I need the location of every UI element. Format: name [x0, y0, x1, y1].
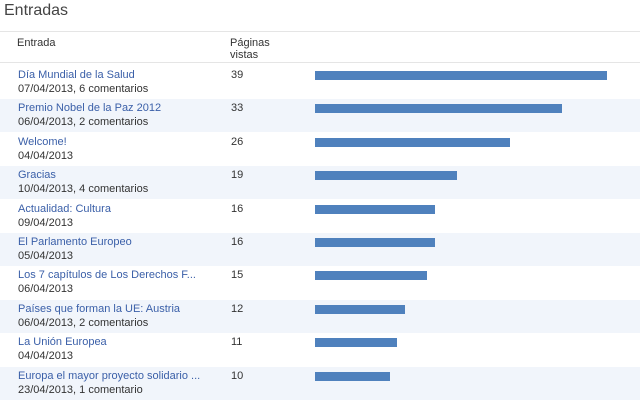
post-meta: 05/04/2013	[18, 250, 74, 262]
table-header: Entrada Páginas vistas	[0, 31, 640, 63]
table-row: Welcome! 04/04/2013 26	[0, 133, 640, 166]
view-count: 26	[231, 135, 244, 148]
post-meta: 07/04/2013, 6 comentarios	[18, 83, 149, 95]
view-count: 33	[231, 102, 244, 115]
post-meta: 04/04/2013	[18, 350, 74, 363]
table-row: El Parlamento Europeo 05/04/2013 16	[0, 233, 640, 266]
post-link[interactable]: Premio Nobel de la Paz 2012	[18, 102, 162, 115]
column-header: Entrada	[17, 37, 56, 49]
post-meta: 09/04/2013	[18, 216, 74, 229]
table-row: Los 7 capítulos de Los Derechos F... 06/0…	[0, 266, 640, 299]
view-bar	[315, 71, 607, 80]
post-meta: 06/04/2013, 2 comentarios	[18, 316, 149, 329]
post-meta: 23/04/2013, 1 comentario	[18, 383, 143, 396]
table-row: Actualidad: Cultura 09/04/2013 16	[0, 200, 640, 233]
post-link[interactable]: Día Mundial de la Salud	[18, 69, 135, 81]
post-link[interactable]: Europa el mayor proyecto solidario ...	[18, 369, 201, 382]
view-bar	[315, 137, 510, 147]
post-meta: 06/04/2013	[18, 283, 74, 296]
view-count: 15	[231, 269, 244, 282]
view-count: 10	[231, 369, 244, 382]
post-link[interactable]: Welcome!	[18, 135, 67, 148]
view-bar	[315, 338, 398, 348]
post-link[interactable]: Gracias	[18, 169, 56, 182]
view-count: 12	[231, 302, 244, 315]
view-bar	[315, 171, 458, 181]
table-row: Europa el mayor proyecto solidario ... 23…	[0, 366, 640, 400]
view-count: 16	[231, 202, 244, 215]
view-count: 11	[231, 336, 243, 349]
view-bar	[315, 304, 405, 314]
view-bar	[315, 271, 428, 281]
post-link[interactable]: Actualidad: Cultura	[18, 202, 111, 215]
column-header: Páginas vistas	[230, 37, 270, 61]
post-meta: 06/04/2013, 2 comentarios	[18, 116, 149, 129]
view-bar	[315, 104, 563, 114]
view-bar	[315, 238, 435, 247]
post-link[interactable]: El Parlamento Europeo	[18, 236, 132, 248]
post-link[interactable]: La Unión Europea	[18, 336, 107, 349]
view-count: 39	[231, 69, 244, 81]
post-meta: 10/04/2013, 4 comentarios	[18, 183, 149, 196]
view-count: 16	[231, 236, 244, 248]
table-row: Premio Nobel de la Paz 2012 06/04/2013, 2…	[0, 99, 640, 133]
post-link[interactable]: Los 7 capítulos de Los Derechos F...	[18, 269, 196, 282]
table-row: Países que forman la UE: Austria 06/04/20…	[0, 299, 640, 333]
view-bar	[315, 204, 435, 214]
view-bar	[315, 371, 390, 381]
post-link[interactable]: Países que forman la UE: Austria	[18, 302, 181, 315]
table-row: Gracias 10/04/2013, 4 comentarios 19	[0, 166, 640, 200]
section-title: Entradas	[4, 2, 69, 19]
table-row: Día Mundial de la Salud 07/04/2013, 6 com…	[0, 66, 640, 99]
view-count: 19	[231, 169, 244, 182]
post-meta: 04/04/2013	[18, 149, 74, 162]
table-row: La Unión Europea 04/04/2013 11	[0, 333, 640, 366]
